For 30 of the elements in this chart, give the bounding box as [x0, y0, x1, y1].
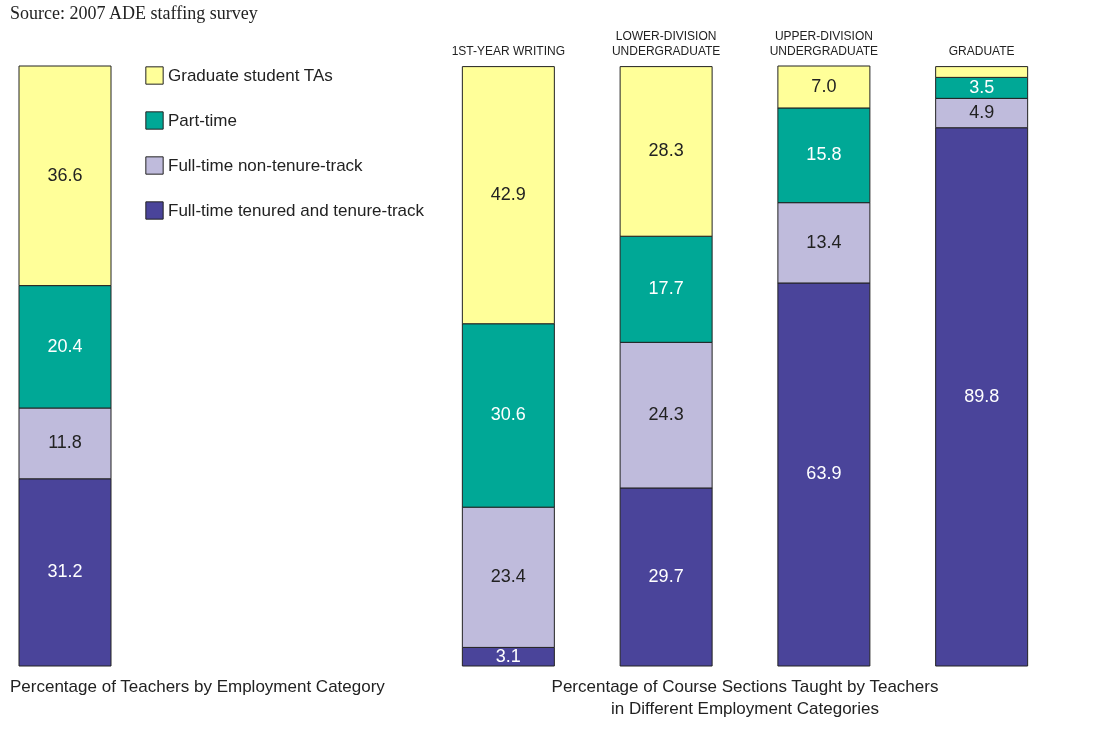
data-label: 23.4 — [490, 566, 526, 587]
data-label: 31.2 — [47, 561, 83, 582]
data-label: 15.8 — [806, 144, 842, 165]
legend-label: Full-time non-tenure-track — [168, 155, 364, 175]
data-label: 24.3 — [648, 404, 684, 425]
data-label: 3.5 — [969, 76, 995, 97]
x-axis-title: Percentage of Course Sections Taught by Teachers in Different Employment Categories — [551, 676, 939, 718]
data-label: 11.8 — [48, 432, 82, 453]
x-axis-title: Percentage of Teachers by Employment Category — [10, 676, 386, 696]
legend-label: Graduate student TAs — [168, 65, 333, 85]
data-label: 13.4 — [806, 231, 842, 252]
legend-label: Full-time tenured and tenure-track — [168, 200, 425, 220]
data-label: 4.9 — [969, 102, 995, 123]
data-label: 30.6 — [490, 404, 526, 425]
x-tick-label: LOWER-DIVISION UNDERGRADUATE — [611, 28, 721, 58]
data-label: 42.9 — [490, 184, 526, 205]
x-tick-label: UPPER-DIVISION UNDERGRADUATE — [769, 28, 879, 58]
legend-label: Part-time — [168, 110, 237, 130]
data-label: 63.9 — [806, 463, 842, 484]
data-label: 7.0 — [811, 75, 837, 96]
x-tick-label: 1ST-YEAR WRITING — [451, 43, 566, 58]
data-label: 17.7 — [648, 278, 684, 299]
x-tick-label: GRADUATE — [948, 43, 1015, 58]
data-label: 36.6 — [47, 164, 83, 185]
data-label: 3.1 — [495, 645, 521, 666]
source-note: Source: 2007 ADE staffing survey — [10, 3, 258, 23]
data-label: 20.4 — [47, 335, 83, 356]
data-label: 29.7 — [648, 565, 684, 586]
data-label: 28.3 — [648, 140, 684, 161]
data-label: 89.8 — [964, 385, 1000, 406]
